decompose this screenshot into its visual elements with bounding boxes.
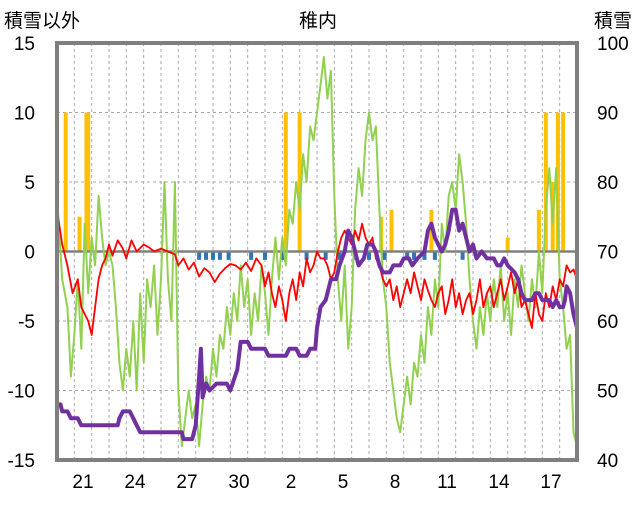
series-secondary-line — [56, 55, 578, 448]
blue-bar — [204, 251, 209, 260]
blue-bar — [432, 251, 437, 260]
yellow-bar — [63, 112, 68, 252]
yellow-bar — [505, 237, 510, 252]
right-tick-label: 90 — [597, 104, 618, 125]
blue-bar — [382, 251, 387, 260]
x-tick-label: 11 — [437, 472, 457, 493]
blue-bar — [217, 251, 222, 260]
yellow-bar — [86, 112, 91, 252]
left-tick-label: 10 — [14, 104, 35, 125]
x-tick-label: 8 — [390, 472, 401, 493]
blue-bar — [367, 251, 371, 260]
blue-bar — [405, 251, 410, 260]
yellow-bar — [283, 112, 288, 252]
x-tick-label: 5 — [338, 472, 349, 493]
blue-bar — [323, 251, 328, 260]
right-tick-label: 50 — [597, 382, 618, 403]
blue-bar — [211, 251, 215, 260]
plot-border — [55, 41, 579, 462]
left-tick-label: 15 — [14, 34, 35, 55]
chart-title: 稚内 — [299, 10, 337, 32]
left-tick-label: 0 — [24, 243, 35, 264]
blue-bar — [226, 251, 231, 260]
yellow-bar — [77, 216, 82, 252]
yellow-bar — [536, 209, 541, 252]
labels: -15 -10 -5 0 5 10 15 40 50 60 70 80 90 100 21 24 27 30 2 5 8… — [8, 34, 629, 493]
left-tick-label: -5 — [18, 312, 35, 333]
blue-bar — [304, 251, 309, 260]
x-tick-label: 30 — [228, 472, 249, 493]
left-tick-label: -10 — [8, 382, 35, 403]
yellow-bar — [543, 112, 548, 252]
yellow-bar — [297, 112, 302, 252]
blue-bar — [249, 251, 254, 260]
right-tick-label: 40 — [597, 451, 618, 472]
yellow-bar — [555, 112, 560, 252]
right-tick-label: 80 — [597, 173, 618, 194]
blue-bar — [460, 251, 465, 260]
x-tick-label: 17 — [540, 472, 561, 493]
series — [55, 55, 579, 448]
x-tick-label: 2 — [286, 472, 297, 493]
left-tick-label: -15 — [8, 451, 35, 472]
yellow-bar — [561, 112, 566, 252]
right-tick-label: 100 — [597, 34, 629, 55]
left-tick-label: 5 — [24, 173, 35, 194]
blue-bar — [337, 251, 342, 260]
right-axis-label: 積雪 — [594, 10, 632, 32]
blue-bar — [422, 251, 427, 260]
x-tick-label: 14 — [488, 472, 510, 493]
blue-bar — [412, 251, 417, 260]
yellow-bar — [389, 209, 394, 252]
series-snow-depth-line — [55, 207, 579, 442]
x-tick-label: 27 — [176, 472, 197, 493]
right-tick-label: 60 — [597, 312, 618, 333]
left-axis-label: 積雪以外 — [4, 10, 80, 32]
plot-frame — [55, 41, 579, 462]
right-tick-label: 70 — [597, 243, 618, 264]
x-tick-label: 21 — [72, 472, 93, 493]
x-tick-label: 24 — [124, 472, 146, 493]
blue-bar — [263, 251, 267, 260]
blue-bar — [280, 251, 285, 260]
blue-bar — [197, 251, 202, 260]
